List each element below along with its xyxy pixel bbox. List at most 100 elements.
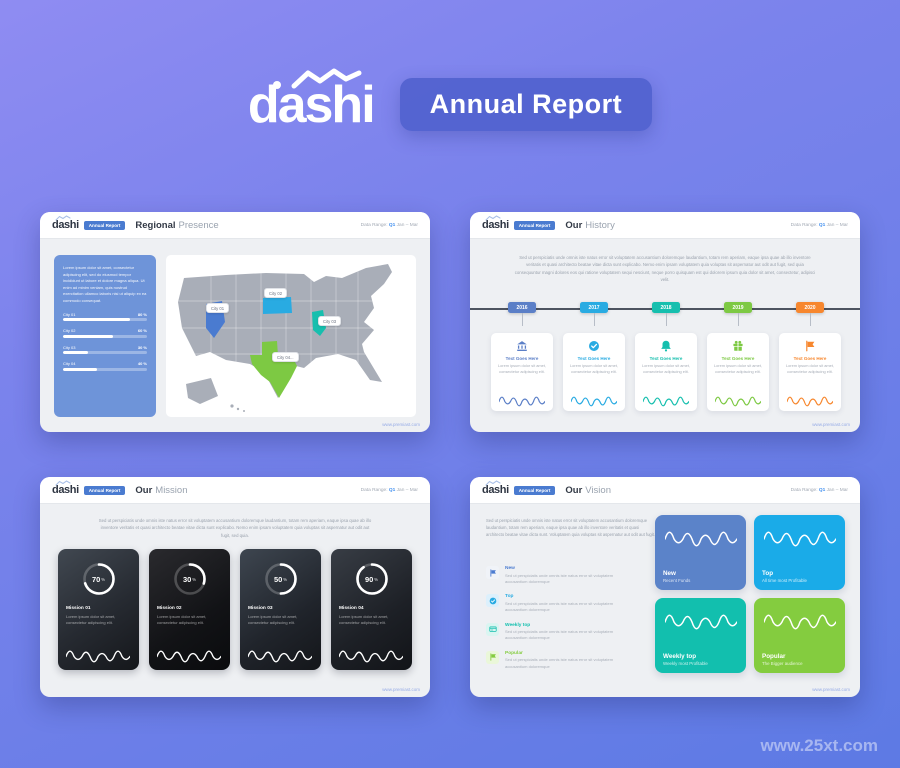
logo-squiggle-icon bbox=[55, 480, 71, 486]
annual-report-badge: Annual Report bbox=[83, 220, 126, 230]
slide-header: dashi Annual Report Our History Data Rang… bbox=[470, 212, 860, 239]
feature-title: New bbox=[505, 566, 515, 571]
city-stats-panel: Lorem ipsum dolor sit amet, consectetur … bbox=[54, 255, 156, 417]
sparkline-icon bbox=[787, 396, 833, 407]
progress-ring: 90% bbox=[354, 561, 390, 597]
feature-item: Popular Sed ut perspiciatis unde omnis i… bbox=[486, 650, 658, 670]
map-label-pill: City 04... bbox=[272, 352, 299, 362]
mission-text: Lorem ipsum dolor sit amet, consectetur … bbox=[66, 613, 116, 626]
feature-text: Sed ut perspiciatis unde omnis iste natu… bbox=[505, 657, 614, 669]
badge-check-icon bbox=[489, 597, 496, 605]
sparkline-icon bbox=[66, 650, 130, 663]
vision-card-weekly-top: Weekly top Weekly most Profitable bbox=[655, 598, 746, 673]
milestone-title: Text Goes Here bbox=[793, 356, 827, 361]
slide-our-history[interactable]: dashi Annual Report Our History Data Rang… bbox=[470, 212, 860, 432]
milestone-cards: Text Goes Here Lorem ipsum dolor sit ame… bbox=[491, 333, 841, 411]
city-stat-row: City 01 80 % bbox=[63, 312, 147, 322]
mission-text: Lorem ipsum dolor sit amet, consectetur … bbox=[248, 613, 298, 626]
year-badge: 2020 bbox=[796, 302, 824, 326]
bank-icon bbox=[517, 341, 527, 351]
dashi-logo: dashi bbox=[482, 480, 509, 496]
mission-title: Mission 04 bbox=[339, 606, 364, 611]
city-stat-row: City 04 40 % bbox=[63, 361, 147, 371]
logo-squiggle-icon bbox=[485, 215, 501, 221]
feature-item: Top Sed ut perspiciatis unde omnis iste … bbox=[486, 594, 658, 613]
history-paragraph: Sed ut perspiciatis unde omnis iste natu… bbox=[514, 255, 816, 282]
year-badge: 2019 bbox=[724, 302, 752, 326]
feature-icon-box bbox=[486, 650, 499, 664]
sparkline-icon bbox=[763, 531, 836, 547]
flag-icon bbox=[806, 340, 815, 352]
slides-grid: dashi Annual Report Regional Presence Dat… bbox=[40, 212, 860, 697]
milestone-card: Text Goes Here Lorem ipsum dolor sit ame… bbox=[707, 333, 769, 411]
dashi-logo: dashi bbox=[482, 215, 509, 231]
milestone-title: Text Goes Here bbox=[505, 356, 539, 361]
slide-our-vision[interactable]: dashi Annual Report Our Vision Data Range… bbox=[470, 477, 860, 697]
slide-watermark: www.premiast.com bbox=[812, 422, 850, 427]
dashi-logo: dashi bbox=[52, 480, 79, 496]
slide-watermark: www.premiast.com bbox=[382, 422, 420, 427]
year-badge: 2018 bbox=[652, 302, 680, 326]
sparkline-icon bbox=[248, 650, 312, 663]
year-badge: 2017 bbox=[580, 302, 608, 326]
annual-report-badge: Annual Report bbox=[513, 220, 556, 230]
slide-our-mission[interactable]: dashi Annual Report Our Mission Data Rang… bbox=[40, 477, 430, 697]
vision-paragraph: Sed ut perspiciatis unde omnis iste natu… bbox=[486, 518, 656, 538]
city-stat-row: City 02 60 % bbox=[63, 328, 147, 338]
logo-squiggle-icon bbox=[55, 215, 71, 221]
milestone-text: Lorem ipsum dolor sit amet, consectetur … bbox=[641, 363, 690, 375]
progress-ring: 70% bbox=[81, 561, 117, 597]
mission-text: Lorem ipsum dolor sit amet, consectetur … bbox=[157, 613, 207, 626]
alaska bbox=[186, 378, 218, 404]
sparkline-icon bbox=[571, 396, 617, 407]
milestone-card: Text Goes Here Lorem ipsum dolor sit ame… bbox=[563, 333, 625, 411]
sparkline-icon bbox=[157, 650, 221, 663]
vision-card-popular: Popular The Bigger audience bbox=[754, 598, 845, 673]
flag-icon bbox=[489, 653, 496, 661]
vision-cards: New Recent Funds Top All time most Profi… bbox=[655, 515, 845, 673]
brand-text: dashi bbox=[52, 219, 79, 231]
sparkline-icon bbox=[643, 396, 689, 407]
bell-icon bbox=[661, 340, 671, 352]
feature-text: Sed ut perspiciatis unde omnis iste natu… bbox=[505, 629, 614, 641]
milestone-title: Text Goes Here bbox=[721, 356, 755, 361]
slide-regional-presence[interactable]: dashi Annual Report Regional Presence Dat… bbox=[40, 212, 430, 432]
annual-report-badge: Annual Report bbox=[399, 78, 653, 131]
mission-card: 90% Mission 04 Lorem ipsum dolor sit ame… bbox=[331, 549, 412, 670]
mission-card: 70% Mission 01 Lorem ipsum dolor sit ame… bbox=[58, 549, 139, 670]
feature-icon-box bbox=[486, 622, 499, 636]
hawaii bbox=[236, 407, 240, 411]
mission-title: Mission 03 bbox=[248, 606, 273, 611]
feature-title: Top bbox=[505, 594, 514, 600]
milestone-title: Text Goes Here bbox=[577, 356, 611, 361]
progress-bar bbox=[63, 351, 147, 355]
brand-text: dashi bbox=[482, 484, 509, 496]
flag-icon bbox=[489, 568, 496, 577]
milestone-text: Lorem ipsum dolor sit amet, consectetur … bbox=[785, 363, 834, 375]
sparkline-icon bbox=[664, 614, 737, 630]
feature-item: Weekly top Sed ut perspiciatis unde omni… bbox=[486, 622, 658, 642]
map-label-pill: City 01 bbox=[206, 303, 230, 313]
vision-features: New Sed ut perspiciatis unde omnis iste … bbox=[486, 557, 658, 670]
feature-title: Popular bbox=[505, 650, 523, 656]
milestone-text: Lorem ipsum dolor sit amet, consectetur … bbox=[569, 363, 618, 375]
state-city-04 bbox=[250, 341, 297, 398]
us-map-panel: City 01 City 02 City 03 City 04... bbox=[166, 255, 416, 417]
progress-bar bbox=[63, 318, 147, 322]
dashi-logo: dashi bbox=[52, 215, 79, 231]
map-label-pill: City 02 bbox=[264, 288, 288, 298]
vision-card-new: New Recent Funds bbox=[655, 515, 746, 590]
progress-bar bbox=[63, 334, 147, 338]
milestone-card: Text Goes Here Lorem ipsum dolor sit ame… bbox=[779, 333, 841, 411]
hawaii bbox=[243, 410, 245, 412]
slide-header: dashi Annual Report Our Vision Data Range… bbox=[470, 477, 860, 504]
feature-icon-box bbox=[486, 594, 499, 608]
feature-item: New Sed ut perspiciatis unde omnis iste … bbox=[486, 566, 658, 585]
city-stat-row: City 03 30 % bbox=[63, 345, 147, 355]
milestone-text: Lorem ipsum dolor sit amet, consectetur … bbox=[713, 363, 762, 375]
mission-title: Mission 02 bbox=[157, 606, 182, 611]
brand-text: dashi bbox=[52, 484, 79, 496]
year-badge: 2016 bbox=[508, 302, 536, 326]
brand-text: dashi bbox=[247, 75, 376, 134]
mission-card: 30% Mission 02 Lorem ipsum dolor sit ame… bbox=[149, 549, 230, 670]
